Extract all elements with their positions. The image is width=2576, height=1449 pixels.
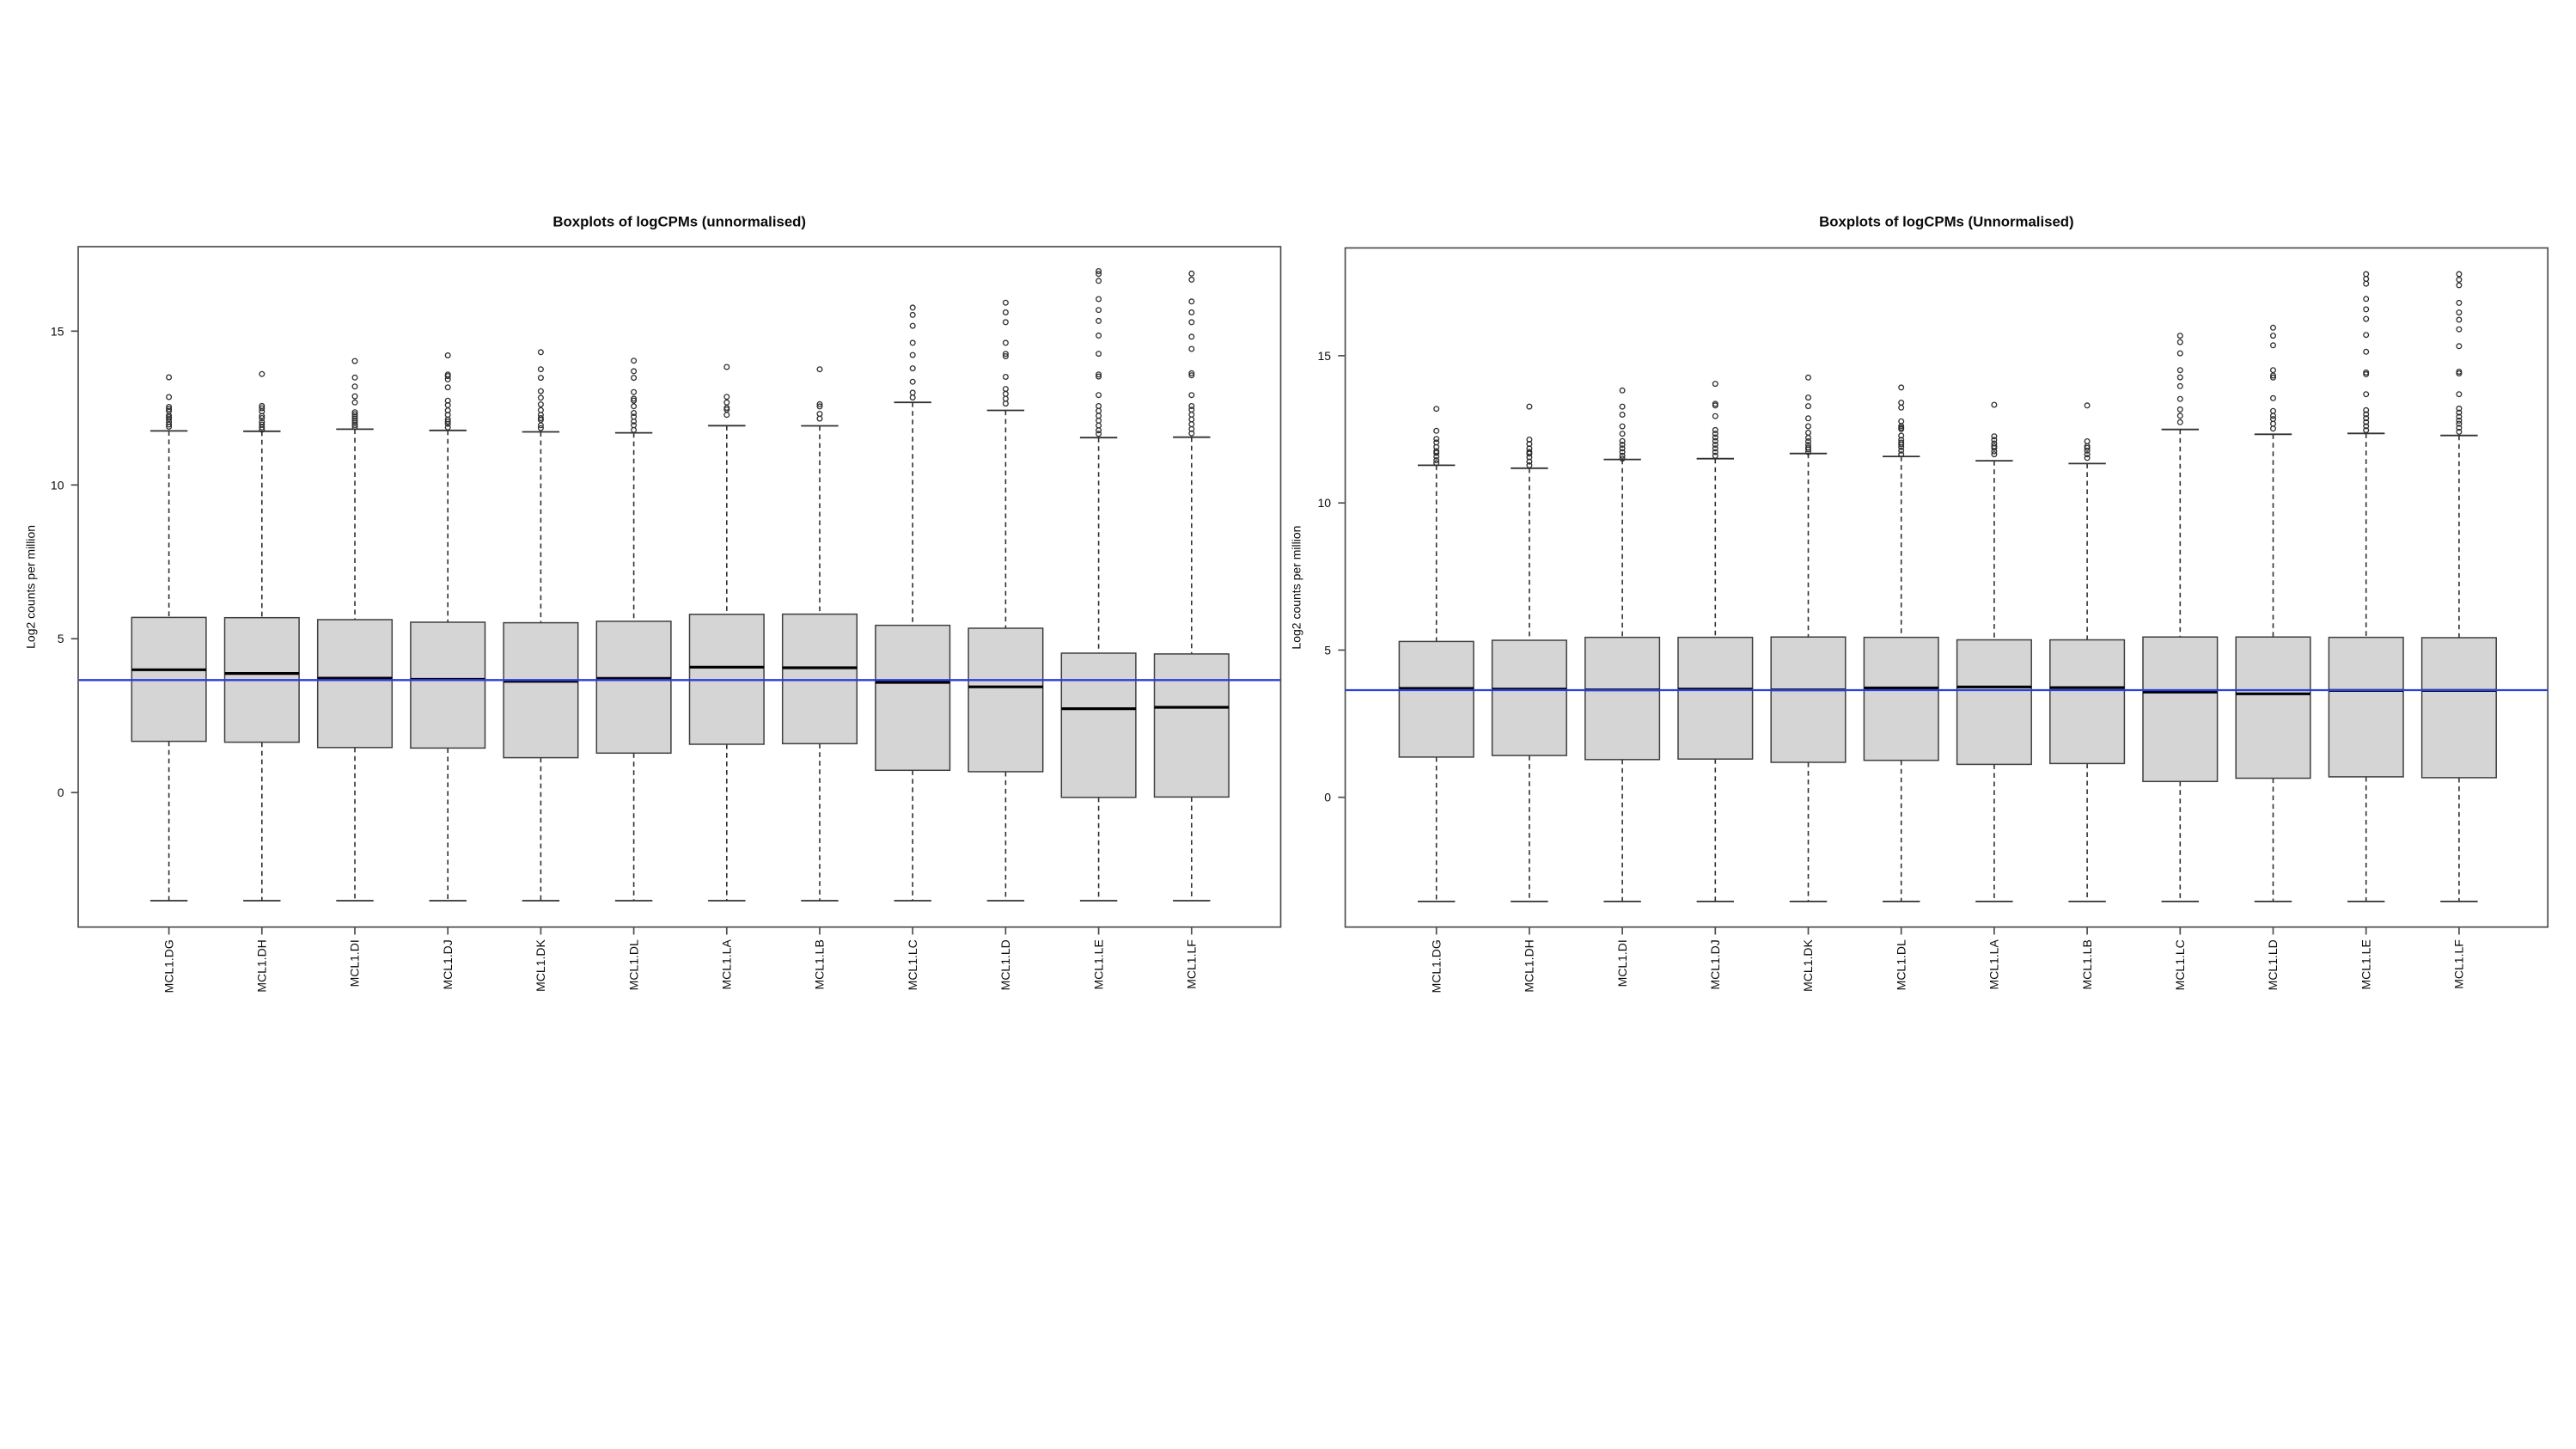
svg-text:MCL1.LE: MCL1.LE: [1091, 939, 1105, 989]
svg-text:MCL1.LA: MCL1.LA: [1987, 939, 2001, 990]
svg-text:15: 15: [1318, 349, 1332, 363]
svg-text:MCL1.DL: MCL1.DL: [626, 939, 640, 990]
svg-text:MCL1.DK: MCL1.DK: [534, 939, 547, 992]
svg-text:Boxplots of logCPMs (unnormali: Boxplots of logCPMs (unnormalised): [552, 214, 806, 230]
svg-text:MCL1.DL: MCL1.DL: [1894, 939, 1908, 990]
svg-text:15: 15: [51, 324, 64, 338]
svg-text:MCL1.DH: MCL1.DH: [255, 939, 269, 992]
svg-text:MCL1.DH: MCL1.DH: [1523, 939, 1536, 992]
svg-text:MCL1.LB: MCL1.LB: [813, 939, 827, 989]
svg-text:MCL1.LC: MCL1.LC: [2173, 939, 2187, 990]
svg-text:MCL1.LA: MCL1.LA: [720, 939, 734, 990]
svg-text:0: 0: [58, 786, 64, 799]
svg-text:MCL1.LD: MCL1.LD: [2266, 939, 2280, 990]
svg-text:MCL1.DJ: MCL1.DJ: [1708, 939, 1722, 989]
svg-text:MCL1.LD: MCL1.LD: [998, 939, 1012, 990]
svg-text:MCL1.DJ: MCL1.DJ: [441, 939, 455, 989]
svg-text:MCL1.DK: MCL1.DK: [1801, 939, 1815, 992]
svg-text:MCL1.LE: MCL1.LE: [2359, 939, 2372, 989]
svg-text:0: 0: [1324, 791, 1331, 804]
svg-text:MCL1.DI: MCL1.DI: [1615, 939, 1629, 987]
svg-text:MCL1.LB: MCL1.LB: [2080, 939, 2094, 989]
svg-text:MCL1.DG: MCL1.DG: [162, 939, 175, 993]
svg-text:MCL1.DI: MCL1.DI: [348, 939, 362, 987]
svg-text:MCL1.LF: MCL1.LF: [1185, 939, 1199, 989]
svg-text:10: 10: [1318, 496, 1332, 510]
svg-text:MCL1.LF: MCL1.LF: [2452, 939, 2466, 989]
svg-text:MCL1.DG: MCL1.DG: [1429, 939, 1443, 993]
svg-text:5: 5: [58, 632, 64, 645]
svg-text:5: 5: [1324, 643, 1331, 657]
svg-text:Log2 counts per million: Log2 counts per million: [24, 525, 38, 649]
svg-text:Boxplots of logCPMs (Unnormali: Boxplots of logCPMs (Unnormalised): [1819, 214, 2073, 230]
svg-text:MCL1.LC: MCL1.LC: [906, 939, 919, 990]
svg-text:Log2 counts per million: Log2 counts per million: [1290, 526, 1303, 650]
svg-text:10: 10: [51, 478, 64, 492]
